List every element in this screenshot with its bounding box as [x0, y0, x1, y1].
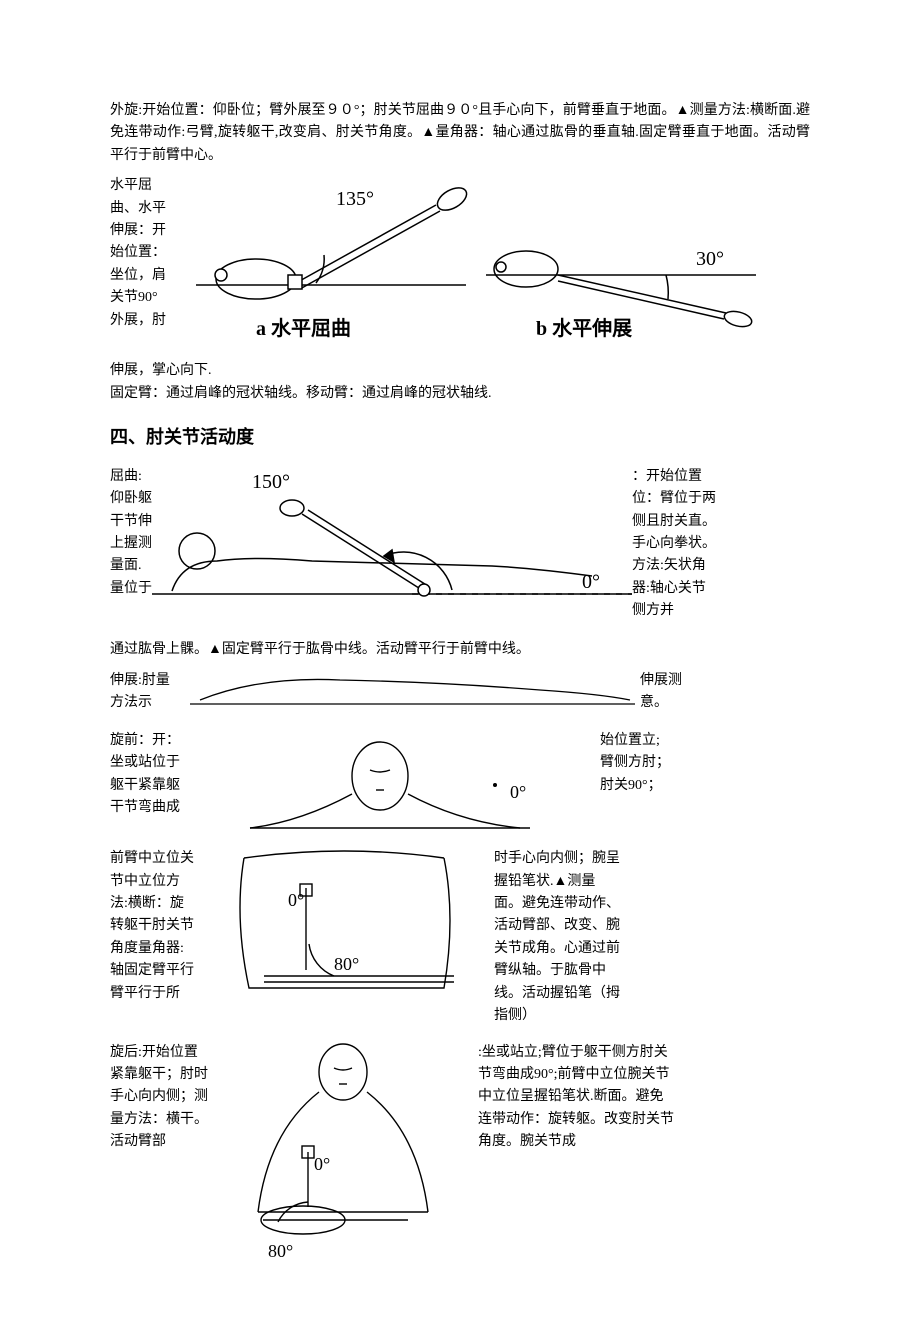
elbow-flex-below: 通过肱骨上髁。▲固定臂平行于肱骨中线。活动臂平行于前臂中线。 — [110, 639, 810, 661]
figure-elbow-flexion: 150° 0° — [152, 466, 632, 621]
pronation-right-1: 始位置立;臂侧方肘；肘关90°； — [600, 730, 670, 797]
angle-0-supination: 0° — [314, 1154, 330, 1174]
block-horizontal-flexion: 水平屈曲、水平伸展：开始位置：坐位，肩关节90°外展，肘 135° a 水平屈曲 — [110, 175, 810, 350]
figure-horizontal-flexion: 135° a 水平屈曲 30° b 水平伸展 — [166, 175, 766, 350]
elbow-flex-left: 屈曲:仰卧躯干节伸上握测量面.量位于 — [110, 466, 152, 600]
angle-0-flex: 0° — [582, 571, 600, 593]
label-a: a 水平屈曲 — [256, 317, 351, 340]
para-external-rotation: 外旋:开始位置：仰卧位；臂外展至９０°；肘关节屈曲９０°且手心向下，前臂垂直于地… — [110, 100, 810, 167]
block-pronation-lower: 前臂中立位关节中立位方法:横断：旋转躯干肘关节角度量角器:轴固定臂平行臂平行于所… — [110, 848, 810, 1031]
pronation-left-2: 前臂中立位关节中立位方法:横断：旋转躯干肘关节角度量角器:轴固定臂平行臂平行于所 — [110, 848, 194, 1005]
elbow-flex-right: ：开始位置位：臂位于两侧且肘关直。手心向拳状。方法:矢状角器:轴心关节侧方并 — [632, 466, 716, 623]
angle-80-pronation: 80° — [334, 954, 359, 974]
angle-150: 150° — [252, 471, 290, 493]
hflex-text-left: 水平屈曲、水平伸展：开始位置：坐位，肩关节90°外展，肘 — [110, 175, 166, 332]
figure-pronation-body: 0° 80° — [194, 848, 494, 1023]
figure-pronation-head: 0° — [180, 730, 600, 830]
supination-right: :坐或站立;臂位于躯干侧方肘关节弯曲成90°;前臂中立位腕关节中立位呈握铅笔状.… — [478, 1042, 674, 1154]
angle-80-supination: 80° — [268, 1241, 293, 1261]
block-elbow-flexion: 屈曲:仰卧躯干节伸上握测量面.量位于 150° 0° ：开始位置位：臂位于两侧且… — [110, 466, 810, 629]
angle-0-pronation-upper: 0° — [510, 782, 526, 802]
pronation-right-2: 时手心向内侧；腕呈握铅笔状.▲测量面。避免连带动作、活动臂部、改变、腕关节成角。… — [494, 848, 620, 1027]
angle-0-pronation: 0° — [288, 890, 304, 910]
hflex-text-below: 伸展，掌心向下. 固定臂：通过肩峰的冠状轴线。移动臂：通过肩峰的冠状轴线. — [110, 360, 810, 405]
supination-left: 旋后:开始位置紧靠躯干；肘时手心向内侧；测量方法：横干。活动臂部 — [110, 1042, 208, 1154]
block-pronation-upper: 旋前：开：坐或站位于躯干紧靠躯干节弯曲成 0° 始位置立;臂侧方肘；肘关90°； — [110, 730, 810, 838]
label-b: b 水平伸展 — [536, 316, 632, 340]
angle-135: 135° — [336, 188, 374, 210]
angle-30: 30° — [696, 248, 724, 270]
elbow-ext-right: 伸展测意。 — [640, 670, 696, 715]
block-elbow-extension: 伸展:肘量方法示 伸展测意。 — [110, 670, 810, 720]
section-4-title: 四、肘关节活动度 — [110, 423, 810, 452]
figure-elbow-extension — [180, 670, 640, 712]
block-supination: 旋后:开始位置紧靠躯干；肘时手心向内侧；测量方法：横干。活动臂部 0° 80° … — [110, 1042, 810, 1275]
elbow-ext-left: 伸展:肘量方法示 — [110, 670, 180, 715]
figure-supination: 0° 80° — [208, 1042, 478, 1267]
pronation-left-1: 旋前：开：坐或站位于躯干紧靠躯干节弯曲成 — [110, 730, 180, 820]
